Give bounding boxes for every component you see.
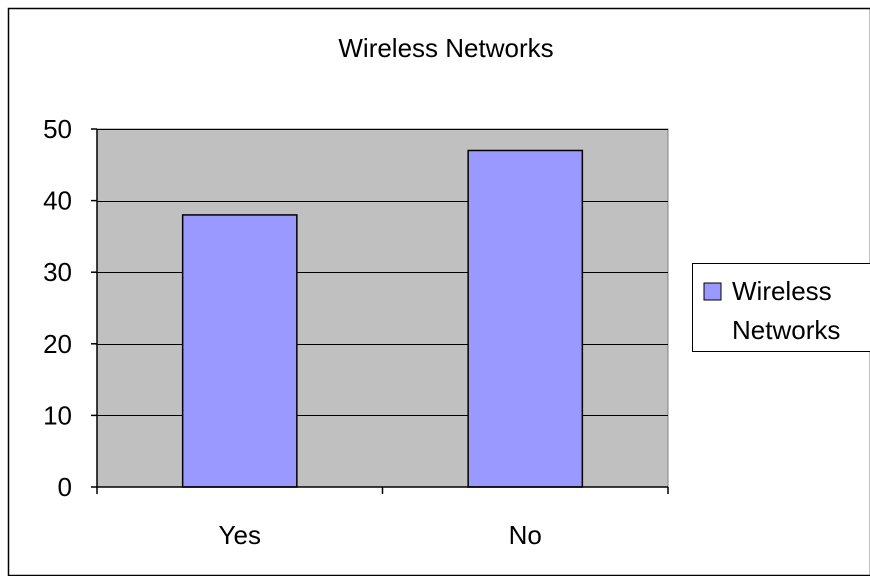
x-tick-labels: Yes No <box>219 520 542 550</box>
y-tick-label-0: 0 <box>58 472 72 502</box>
y-tick-labels: 0 10 20 30 40 50 <box>43 114 72 502</box>
legend-label-line-1: Wireless <box>732 276 832 306</box>
y-tick-label-30: 30 <box>43 257 72 287</box>
y-tick-label-50: 50 <box>43 114 72 144</box>
chart-title: Wireless Networks <box>338 33 553 63</box>
bar-yes <box>181 214 298 488</box>
legend: Wireless Networks <box>692 263 870 352</box>
y-tick-label-40: 40 <box>43 186 72 216</box>
y-tick-label-10: 10 <box>43 400 72 430</box>
x-tick-label-yes: Yes <box>219 520 261 550</box>
legend-swatch <box>703 282 722 301</box>
axes <box>91 128 669 494</box>
legend-label-line-2: Networks <box>732 315 840 345</box>
bar-no <box>467 149 584 488</box>
x-tick-label-no: No <box>509 520 542 550</box>
bars <box>181 149 584 488</box>
y-tick-label-20: 20 <box>43 329 72 359</box>
legend-box <box>692 263 870 352</box>
